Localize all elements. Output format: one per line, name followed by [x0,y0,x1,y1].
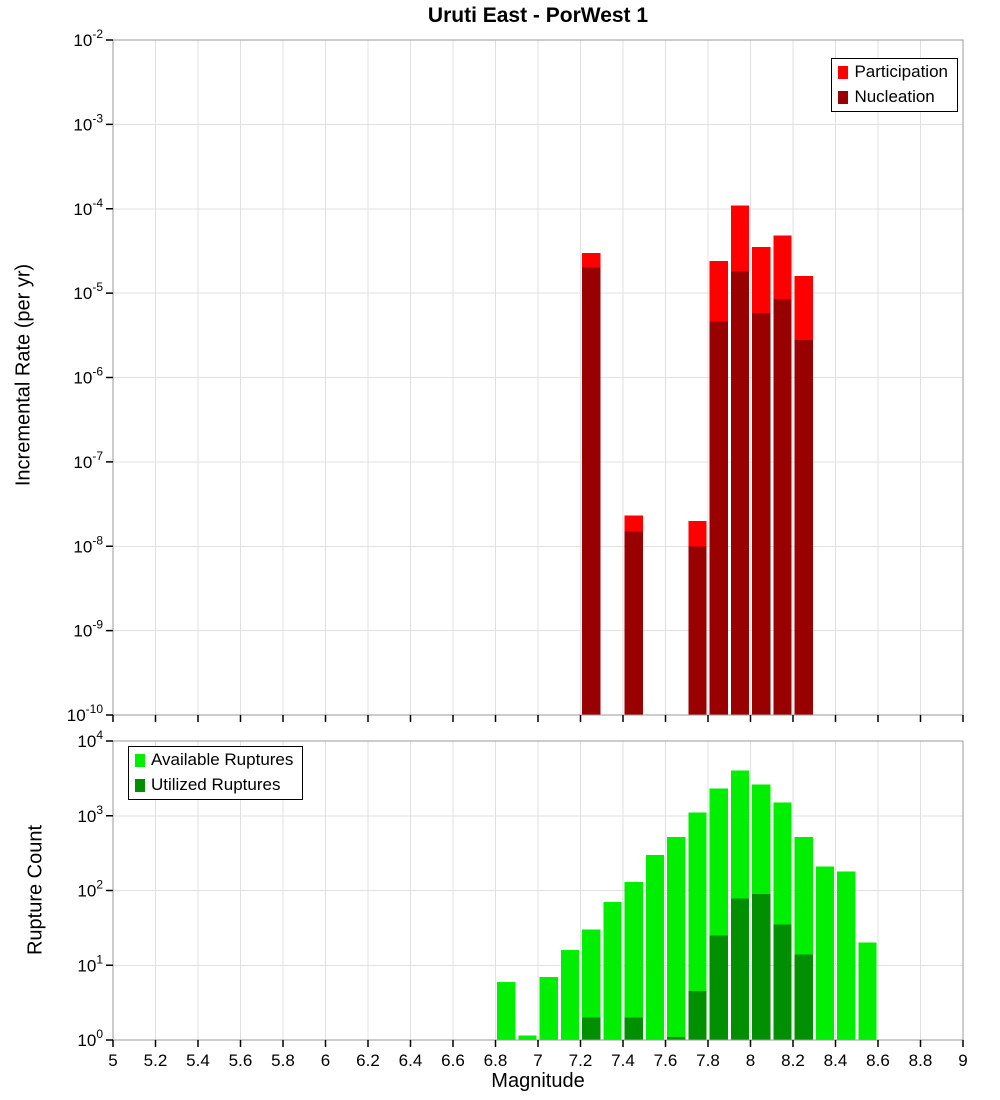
bar-nucleation [709,321,728,715]
bar-available-ruptures [518,1035,537,1040]
y-tick-label: 103 [77,803,103,826]
y-tick-label: 10-6 [73,365,103,388]
bar-available-ruptures [582,929,601,1040]
x-tick-label: 7.8 [696,1051,720,1070]
bar-available-ruptures [560,949,579,1040]
bar-available-ruptures [688,812,707,1040]
y-tick-label: 104 [77,728,103,751]
bar-available-ruptures [539,976,558,1040]
bar-utilized-ruptures [730,898,749,1040]
x-tick-label: 8.8 [909,1051,933,1070]
x-tick-label: 8.2 [781,1051,805,1070]
x-tick-label: 8.6 [866,1051,890,1070]
x-tick-label: 8 [746,1051,755,1070]
x-tick-label: 5.2 [144,1051,168,1070]
axes: 100 101 102 103 104 5 5.2 5.4 5.6 5.8 6 6.2 6.4 6.6 6.… [77,728,967,1070]
x-tick-label: 6.8 [484,1051,508,1070]
y-tick-label: 10-4 [73,196,103,219]
bar-nucleation [688,546,707,715]
bar-utilized-ruptures [709,935,728,1040]
x-tick-label: 7.4 [611,1051,635,1070]
bars [497,770,877,1040]
bar-utilized-ruptures [773,924,792,1040]
bar-available-ruptures [624,881,643,1040]
x-tick-label: 5.4 [186,1051,210,1070]
y-tick-label: 10-10 [67,702,104,725]
x-tick-label: 7 [533,1051,542,1070]
x-tick-label: 9 [958,1051,967,1070]
bar-nucleation [794,339,813,715]
legend-incremental-rate: Participation Nucleation [831,58,958,113]
incremental-rate-plot: 10-10 10-9 10-8 10-7 10-6 10-5 10-4 10-3 10-2 [67,28,964,725]
bar-nucleation [582,267,601,715]
bar-available-ruptures [667,836,686,1040]
y-tick-label: 10-3 [73,111,103,134]
bar-nucleation [773,299,792,715]
x-tick-label: 6.2 [356,1051,380,1070]
bar-nucleation [624,531,643,715]
bar-available-ruptures [603,902,622,1040]
participation-swatch [838,65,849,79]
legend-label-utilized-ruptures: Utilized Ruptures [151,774,281,794]
x-tick-label: 7.2 [569,1051,593,1070]
bars [582,205,813,716]
x-tick-label: 6.4 [399,1051,423,1070]
bar-utilized-ruptures [624,1017,643,1040]
rupture-count-plot: 100 101 102 103 104 5 5.2 5.4 5.6 5.8 6 6.2 6.4 6.6 6.… [77,728,967,1070]
y-tick-label: 10-9 [73,618,103,641]
y-tick-label: 10-2 [73,28,103,50]
legend-item-utilized-ruptures: Utilized Ruptures [135,774,293,795]
legend-label-participation: Participation [854,62,948,81]
legend-item-available-ruptures: Available Ruptures [135,750,294,770]
y-tick-label: 10-7 [73,449,103,472]
available-ruptures-swatch [135,753,145,767]
y-tick-label: 102 [77,878,103,901]
legend-label-nucleation: Nucleation [854,86,935,106]
chart-title: Uruti East - PorWest 1 [427,4,649,27]
legend-item-nucleation: Nucleation [838,86,948,107]
bar-available-ruptures [815,866,834,1040]
y-tick-label: 10-5 [73,280,103,303]
bar-available-ruptures [858,942,877,1040]
y-tick-label: 100 [77,1027,103,1050]
x-tick-label: 5.6 [229,1051,253,1070]
bar-available-ruptures [837,871,856,1040]
bar-nucleation [752,313,771,715]
utilized-ruptures-swatch [135,778,145,792]
x-tick-label: 6 [321,1051,330,1070]
x-tick-label: 7.6 [654,1051,678,1070]
nucleation-swatch [838,90,849,104]
bar-utilized-ruptures [582,1017,601,1040]
bar-utilized-ruptures [688,991,707,1040]
bar-available-ruptures [645,854,664,1040]
gridlines [112,39,964,716]
x-tick-label: 6.6 [441,1051,465,1070]
bar-utilized-ruptures [752,893,771,1040]
x-tick-label: 8.4 [824,1051,848,1070]
bar-available-ruptures [497,981,516,1040]
legend-item-participation: Participation [838,62,948,82]
y-tick-label: 10-8 [73,533,103,556]
legend-label-available-ruptures: Available Ruptures [151,750,294,769]
axes: 10-10 10-9 10-8 10-7 10-6 10-5 10-4 10-3 10-2 [67,28,964,725]
x-tick-label: 5 [108,1051,117,1070]
x-tick-label: 5.8 [271,1051,295,1070]
bar-utilized-ruptures [667,1036,686,1040]
bar-utilized-ruptures [794,954,813,1040]
bar-nucleation [730,271,749,715]
y-tick-label: 101 [77,952,103,975]
legend-rupture-count: Available Ruptures Utilized Ruptures [128,746,304,801]
x-axis-label: Magnitude [491,1070,585,1092]
